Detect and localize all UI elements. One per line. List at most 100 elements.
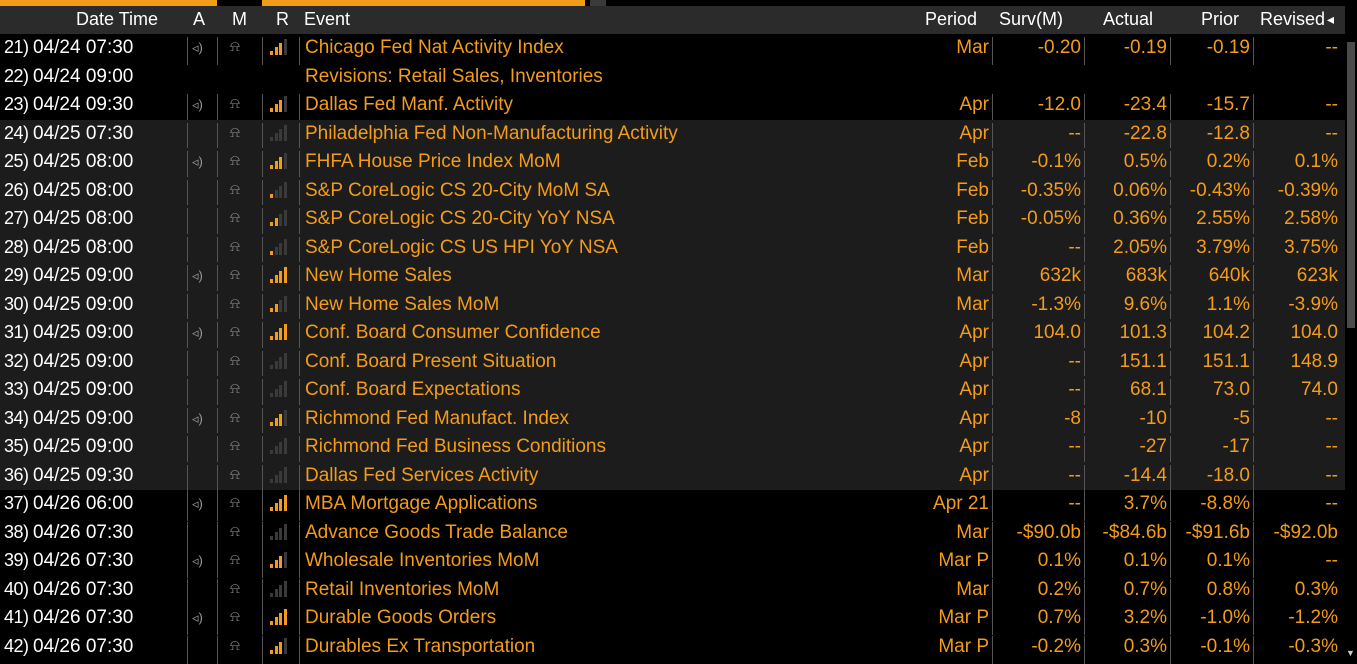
table-row[interactable]: 40) 04/26 07:30 ⍾ Retail Inventories MoM Mar…: [0, 576, 1345, 607]
table-row[interactable]: 36) 04/25 09:30 ⍾ Dallas Fed Services Activ…: [0, 461, 1345, 493]
speaker-icon[interactable]: ◃): [192, 553, 203, 568]
bell-icon[interactable]: ⍾: [230, 522, 240, 540]
table-row[interactable]: 33) 04/25 09:00 ⍾ Conf. Board Expectations A…: [0, 376, 1345, 407]
event-name[interactable]: Richmond Fed Manufact. Index: [305, 407, 570, 429]
event-name[interactable]: Durable Goods Orders: [305, 607, 497, 628]
bell-icon[interactable]: ⍾: [230, 408, 240, 426]
table-row[interactable]: 37) 04/26 06:00 ◃) ⍾ MBA Mortgage Applicatio…: [0, 490, 1345, 521]
event-name[interactable]: Philadelphia Fed Non-Manufacturing Activ…: [305, 122, 678, 144]
row-date-time: 04/25 09:00: [33, 436, 134, 457]
bell-icon[interactable]: ⍾: [230, 294, 240, 312]
bell-icon[interactable]: ⍾: [230, 266, 240, 283]
table-row[interactable]: 21) 04/24 07:30 ◃) ⍾ Chicago Fed Nat Activit…: [0, 34, 1345, 65]
table-row[interactable]: 23) 04/24 09:30 ◃) ⍾ Dallas Fed Manf. Activi…: [0, 91, 1345, 122]
header-period[interactable]: Period: [925, 9, 978, 29]
event-name[interactable]: MBA Mortgage Applications: [305, 493, 538, 514]
column-separator: [992, 151, 993, 179]
table-row[interactable]: 41) 04/26 07:30 ◃) ⍾ Durable Goods Orders Mar…: [0, 604, 1345, 635]
event-name[interactable]: New Home Sales MoM: [305, 293, 500, 315]
header-date-time[interactable]: Date Time: [76, 9, 159, 29]
table-row[interactable]: 31) 04/25 09:00 ◃) ⍾ Conf. Board Consumer Co…: [0, 319, 1345, 350]
row-number: 24): [4, 122, 29, 143]
bell-icon[interactable]: ⍾: [230, 237, 240, 255]
event-name[interactable]: Conf. Board Expectations: [305, 379, 521, 400]
table-row[interactable]: 29) 04/25 09:00 ◃) ⍾ New Home Sales Mar 632k 68…: [0, 262, 1345, 293]
header-a[interactable]: A: [193, 9, 206, 29]
table-row[interactable]: 22) 04/24 09:00 Revisions: Retail Sales, I…: [0, 63, 1345, 92]
toolbar-button[interactable]: [590, 0, 606, 6]
column-separator: [299, 37, 300, 65]
speaker-icon[interactable]: ◃): [192, 610, 203, 625]
sort-indicator-icon[interactable]: ◂: [1327, 11, 1335, 27]
bell-icon[interactable]: ⍾: [230, 123, 240, 141]
event-name[interactable]: Durables Ex Transportation: [305, 635, 536, 657]
table-row[interactable]: 39) 04/26 07:30 ◃) ⍾ Wholesale Inventories M…: [0, 547, 1345, 578]
header-revised[interactable]: Revised: [1260, 9, 1326, 29]
speaker-icon[interactable]: ◃): [192, 40, 203, 55]
table-row[interactable]: 38) 04/26 07:30 ⍾ Advance Goods Trade Balan…: [0, 519, 1345, 550]
event-name[interactable]: Wholesale Inventories MoM: [305, 550, 540, 571]
event-name[interactable]: S&P CoreLogic CS 20-City YoY NSA: [305, 208, 615, 229]
event-name[interactable]: Chicago Fed Nat Activity Index: [305, 37, 564, 58]
event-name[interactable]: S&P CoreLogic CS US HPI YoY NSA: [305, 236, 618, 258]
bell-icon[interactable]: ⍾: [230, 152, 240, 169]
speaker-icon[interactable]: ◃): [192, 154, 203, 169]
relevance-bars-icon: [270, 550, 290, 568]
table-row[interactable]: 28) 04/25 08:00 ⍾ S&P CoreLogic CS US HPI Y…: [0, 233, 1345, 265]
speaker-icon[interactable]: ◃): [192, 325, 203, 340]
column-separator: [262, 493, 263, 521]
table-row[interactable]: 30) 04/25 09:00 ⍾ New Home Sales MoM Mar -1.3…: [0, 290, 1345, 322]
table-row[interactable]: 35) 04/25 09:00 ⍾ Richmond Fed Business Con…: [0, 433, 1345, 464]
event-name[interactable]: FHFA House Price Index MoM: [305, 151, 561, 172]
bell-icon[interactable]: ⍾: [230, 38, 240, 55]
table-row[interactable]: 27) 04/25 08:00 ⍾ S&P CoreLogic CS 20-City …: [0, 205, 1345, 236]
bell-icon[interactable]: ⍾: [230, 608, 240, 625]
toolbar-dropdown-right[interactable]: [262, 0, 585, 6]
table-row[interactable]: 32) 04/25 09:00 ⍾ Conf. Board Present Situa…: [0, 347, 1345, 379]
header-event[interactable]: Event: [304, 9, 351, 29]
event-name[interactable]: Dallas Fed Services Activity: [305, 464, 539, 486]
header-m[interactable]: M: [232, 9, 247, 29]
row-survey: --: [1068, 464, 1081, 486]
event-name[interactable]: New Home Sales: [305, 265, 452, 286]
event-name[interactable]: Dallas Fed Manf. Activity: [305, 94, 514, 115]
header-prior[interactable]: Prior: [1201, 9, 1240, 29]
table-row[interactable]: 34) 04/25 09:00 ◃) ⍾ Richmond Fed Manufact. …: [0, 404, 1345, 436]
table-row[interactable]: 25) 04/25 08:00 ◃) ⍾ FHFA House Price Index …: [0, 148, 1345, 179]
event-name[interactable]: Advance Goods Trade Balance: [305, 521, 569, 543]
scroll-down-arrow-icon[interactable]: ▼: [1346, 648, 1355, 658]
column-separator: [1084, 265, 1085, 293]
event-name[interactable]: Conf. Board Consumer Confidence: [305, 322, 601, 343]
event-name[interactable]: Conf. Board Present Situation: [305, 350, 557, 372]
toolbar-dropdown-left[interactable]: [0, 0, 217, 6]
header-r[interactable]: R: [276, 9, 289, 29]
bell-icon[interactable]: ⍾: [230, 180, 240, 198]
speaker-icon[interactable]: ◃): [192, 97, 203, 112]
header-actual[interactable]: Actual: [1103, 9, 1154, 29]
bell-icon[interactable]: ⍾: [230, 323, 240, 340]
scrollbar-thumb[interactable]: [1347, 42, 1355, 328]
table-row[interactable]: 26) 04/25 08:00 ⍾ S&P CoreLogic CS 20-City …: [0, 176, 1345, 208]
bell-icon[interactable]: ⍾: [230, 636, 240, 654]
speaker-icon[interactable]: ◃): [192, 496, 203, 511]
bell-icon[interactable]: ⍾: [230, 494, 240, 511]
speaker-icon[interactable]: ◃): [192, 268, 203, 283]
bell-icon[interactable]: ⍾: [230, 579, 240, 597]
speaker-icon[interactable]: ◃): [192, 410, 203, 426]
bell-icon[interactable]: ⍾: [230, 351, 240, 369]
bell-icon[interactable]: ⍾: [230, 380, 240, 397]
table-row[interactable]: 42) 04/26 07:30 ⍾ Durables Ex Transportatio…: [0, 633, 1345, 664]
event-name[interactable]: Richmond Fed Business Conditions: [305, 436, 606, 457]
vertical-scrollbar[interactable]: [1345, 6, 1357, 661]
bell-icon[interactable]: ⍾: [230, 437, 240, 454]
event-name[interactable]: Retail Inventories MoM: [305, 578, 500, 600]
event-name[interactable]: S&P CoreLogic CS 20-City MoM SA: [305, 179, 610, 201]
row-date-time: 04/25 09:00: [33, 293, 134, 315]
bell-icon[interactable]: ⍾: [230, 551, 240, 568]
header-surv[interactable]: Surv(M): [999, 9, 1063, 29]
bell-icon[interactable]: ⍾: [230, 95, 240, 112]
event-name[interactable]: Revisions: Retail Sales, Inventories: [305, 65, 603, 87]
table-row[interactable]: 24) 04/25 07:30 ⍾ Philadelphia Fed Non-Manu…: [0, 119, 1345, 151]
bell-icon[interactable]: ⍾: [230, 209, 240, 226]
bell-icon[interactable]: ⍾: [230, 465, 240, 483]
